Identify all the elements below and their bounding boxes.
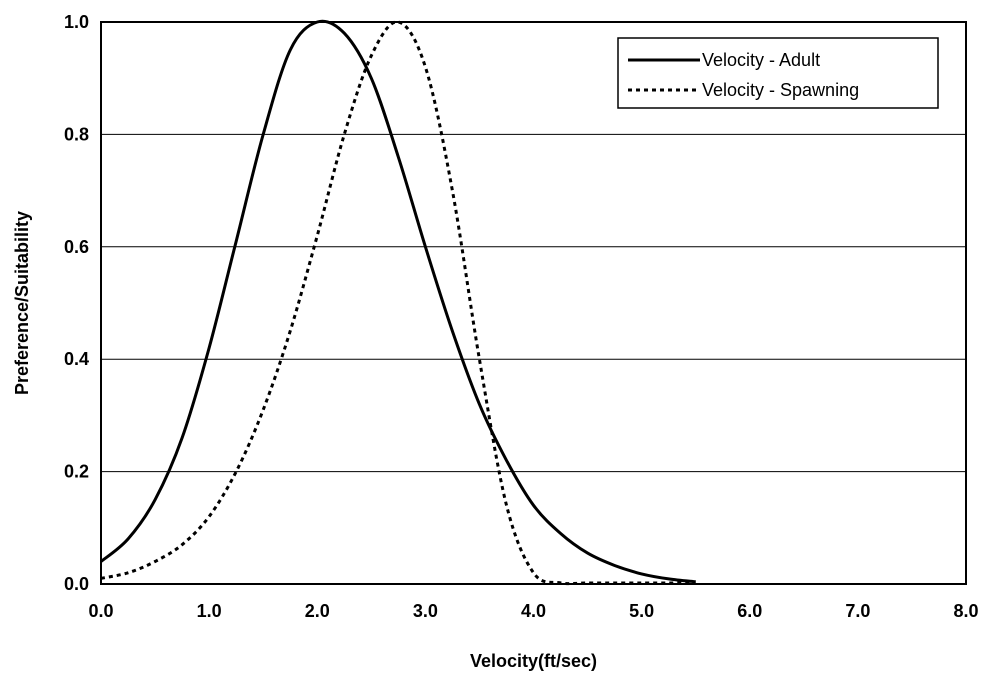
legend-label-adult: Velocity - Adult — [702, 50, 820, 70]
x-tick-label: 8.0 — [953, 601, 978, 621]
x-tick-label: 5.0 — [629, 601, 654, 621]
x-tick-label: 4.0 — [521, 601, 546, 621]
x-tick-label: 1.0 — [197, 601, 222, 621]
legend-box — [617, 37, 939, 109]
y-tick-label: 0.0 — [64, 574, 89, 594]
x-axis-title: Velocity(ft/sec) — [470, 651, 597, 671]
y-tick-label: 0.6 — [64, 237, 89, 257]
series-line-spawning — [100, 20, 696, 586]
series-line-adult — [100, 19, 696, 584]
x-tick-label: 3.0 — [413, 601, 438, 621]
y-tick-label: 0.2 — [64, 462, 89, 482]
x-tick-label: 7.0 — [845, 601, 870, 621]
y-tick-label: 1.0 — [64, 12, 89, 32]
series-layer — [100, 19, 696, 586]
y-axis-ticks: 0.0 0.2 0.4 0.6 0.8 1.0 — [64, 12, 89, 594]
y-tick-label: 0.8 — [64, 124, 89, 144]
x-axis-ticks: 0.0 1.0 2.0 3.0 4.0 5.0 6.0 7.0 8.0 — [88, 601, 978, 621]
legend-label-spawning: Velocity - Spawning — [702, 80, 859, 100]
x-tick-label: 0.0 — [88, 601, 113, 621]
x-tick-label: 6.0 — [737, 601, 762, 621]
legend: Velocity - Adult Velocity - Spawning — [617, 37, 939, 109]
y-tick-label: 0.4 — [64, 349, 89, 369]
gridlines — [101, 133, 966, 473]
plot-area-frame — [100, 21, 967, 585]
x-tick-label: 2.0 — [305, 601, 330, 621]
y-axis-title: Preference/Suitability — [12, 211, 32, 395]
